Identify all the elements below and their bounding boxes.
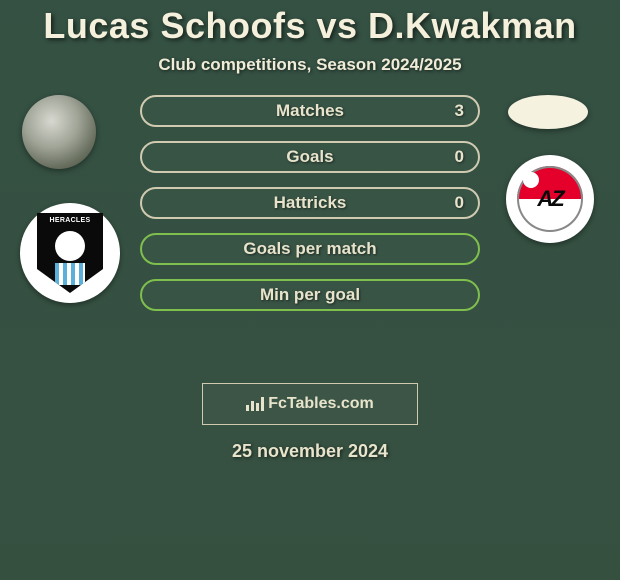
player-photo-left — [22, 95, 96, 169]
stat-row-goals: Goals 0 — [140, 141, 480, 173]
brand-label: FcTables.com — [268, 395, 374, 413]
stat-row-hattricks: Hattricks 0 — [140, 187, 480, 219]
date-label: 25 november 2024 — [0, 441, 620, 462]
page-title: Lucas Schoofs vs D.Kwakman — [0, 5, 620, 47]
heracles-icon — [37, 213, 103, 293]
stat-value: 0 — [455, 193, 464, 213]
subtitle: Club competitions, Season 2024/2025 — [0, 55, 620, 75]
chart-icon — [246, 397, 264, 411]
stat-label: Matches — [276, 101, 344, 121]
stat-label: Min per goal — [260, 285, 360, 305]
stat-value: 0 — [455, 147, 464, 167]
infographic-container: Lucas Schoofs vs D.Kwakman Club competit… — [0, 0, 620, 462]
stat-label: Goals — [286, 147, 333, 167]
stat-value: 3 — [455, 101, 464, 121]
club-badge-right: AZ — [506, 155, 594, 243]
main-area: AZ Matches 3 Goals 0 Hattricks 0 Goals p… — [0, 95, 620, 375]
brand-box: FcTables.com — [202, 383, 418, 425]
player-photo-right — [508, 95, 588, 129]
club-badge-left — [20, 203, 120, 303]
az-icon: AZ — [517, 166, 583, 232]
stat-row-mpg: Min per goal — [140, 279, 480, 311]
stat-bars: Matches 3 Goals 0 Hattricks 0 Goals per … — [140, 95, 480, 325]
stat-row-matches: Matches 3 — [140, 95, 480, 127]
stat-row-gpm: Goals per match — [140, 233, 480, 265]
stat-label: Goals per match — [243, 239, 376, 259]
stat-label: Hattricks — [274, 193, 347, 213]
